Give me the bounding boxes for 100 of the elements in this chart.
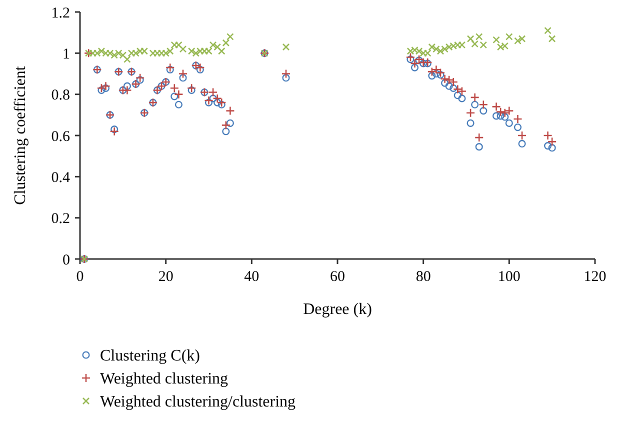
point <box>475 33 483 40</box>
point <box>282 43 290 51</box>
x-tick-label: 20 <box>158 269 174 285</box>
point <box>496 112 504 120</box>
point <box>174 100 183 108</box>
point <box>96 84 106 93</box>
point <box>454 92 462 100</box>
point <box>282 74 290 82</box>
legend-label: Clustering C(k) <box>100 348 200 365</box>
point <box>504 106 514 116</box>
point <box>466 35 474 42</box>
point <box>226 33 234 40</box>
point <box>179 45 187 53</box>
point <box>209 41 217 49</box>
point <box>466 108 476 118</box>
point <box>506 33 513 40</box>
point <box>123 82 132 90</box>
point <box>548 144 556 152</box>
x-tick-label: 60 <box>330 269 345 285</box>
point <box>406 56 414 64</box>
y-tick-label: 1.2 <box>51 5 70 22</box>
point <box>209 94 217 102</box>
point <box>427 67 437 76</box>
point <box>445 82 453 90</box>
point <box>501 113 509 121</box>
x-tick-label: 0 <box>76 269 84 285</box>
point <box>458 94 466 102</box>
point <box>170 41 178 49</box>
point <box>101 81 110 91</box>
point <box>518 140 526 148</box>
point <box>518 35 526 42</box>
point <box>544 26 552 34</box>
point <box>135 73 145 83</box>
point <box>436 70 444 79</box>
point <box>470 92 480 102</box>
point <box>226 119 234 127</box>
point <box>124 56 131 63</box>
y-tick-label: 0.6 <box>51 128 70 145</box>
point <box>222 128 230 136</box>
x-tick-label: 100 <box>498 269 520 285</box>
legend-label: Weighted clustering <box>100 370 228 388</box>
point <box>281 69 291 78</box>
point <box>128 50 136 57</box>
point <box>475 143 483 151</box>
point <box>478 100 488 110</box>
point <box>204 98 213 106</box>
point <box>179 74 187 82</box>
y-tick-label: 0 <box>62 252 70 268</box>
point <box>221 120 231 130</box>
point <box>218 47 226 55</box>
point <box>170 92 178 100</box>
point <box>166 66 174 74</box>
point <box>474 132 484 142</box>
point <box>432 70 440 78</box>
point <box>102 84 110 92</box>
point <box>186 84 196 93</box>
legend-label: Weighted clustering/clustering <box>100 394 296 411</box>
point <box>204 96 214 106</box>
point <box>424 50 432 57</box>
point <box>196 66 204 74</box>
point <box>218 100 226 108</box>
point <box>165 62 175 72</box>
point <box>428 43 436 51</box>
point <box>200 47 208 55</box>
x-tick-label: 80 <box>416 269 431 285</box>
point <box>216 98 226 108</box>
point <box>450 84 458 92</box>
y-tick-label: 0.2 <box>51 211 70 228</box>
y-tick-label: 1 <box>62 46 70 62</box>
point <box>428 72 436 80</box>
point <box>471 100 479 108</box>
point <box>517 130 527 140</box>
point <box>492 36 500 44</box>
point <box>513 114 522 124</box>
x-tick-label: 40 <box>244 269 260 285</box>
point <box>410 64 419 72</box>
x-axis-title: Degree (k) <box>303 301 372 318</box>
point <box>436 47 444 55</box>
point <box>492 112 500 120</box>
point <box>98 86 106 94</box>
point <box>514 123 522 132</box>
point <box>178 69 188 78</box>
point <box>166 47 174 55</box>
point <box>110 126 119 136</box>
point <box>480 107 488 115</box>
point <box>544 142 552 150</box>
point <box>110 126 118 134</box>
y-axis-title: Clustering coefficient <box>12 66 29 205</box>
x-tick-label: 120 <box>584 269 606 285</box>
point <box>505 119 513 127</box>
point <box>122 86 132 95</box>
point <box>548 35 556 42</box>
point <box>222 39 230 47</box>
point <box>226 106 235 116</box>
point <box>466 119 474 127</box>
point <box>214 98 222 106</box>
y-tick-label: 0.4 <box>51 170 70 186</box>
point <box>136 76 144 84</box>
point <box>457 86 467 96</box>
point <box>188 86 196 94</box>
